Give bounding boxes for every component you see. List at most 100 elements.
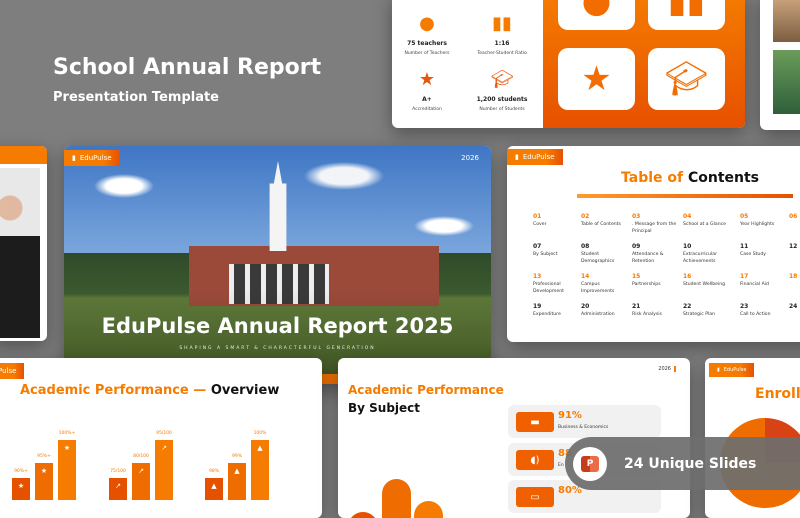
stat-students: 🎓︎ 1,200 students Number of Students [467,69,537,113]
year-label: 2026 [658,366,676,372]
toc-item[interactable]: Extracurricular Achievements [683,252,717,264]
bar-label: 95/100 [156,431,172,436]
toc-item[interactable]: Campus Improvements [581,282,615,294]
toc-item[interactable]: . Message from the Principal [632,222,677,234]
graduation-cap-icon: ▲ [257,444,263,452]
stat-accreditation: ★ A+ Accreditation [392,69,462,113]
toc-item[interactable]: Strategic Plan [683,312,715,317]
chart-bar [205,477,223,500]
toc-item[interactable]: Case Study [740,252,766,257]
chart-bar [228,462,246,500]
toc-item[interactable]: Student Demographics [581,252,615,264]
toc-number: 06 [789,213,798,220]
subject-name: En [558,463,564,468]
monitor-icon: ▭ [516,487,554,507]
toc-number: 18 [789,273,798,280]
person-icon: ● [419,13,435,34]
toc-number: 17 [740,273,749,280]
toc-item[interactable]: Financial Aid [740,282,769,287]
toc-item[interactable]: School at a Glance [683,222,726,227]
toc-number: 12 [789,243,798,250]
chart-bar [132,462,150,500]
subject-row: ▬ 91% Business & Economics [508,405,661,438]
chart-bar [348,512,378,518]
toc-number: 23 [740,303,749,310]
toc-number: 02 [581,213,590,220]
subject-title-accent: Academic Performance [348,383,504,397]
toc-number: 24 [789,303,798,310]
star-icon: ★ [418,69,436,90]
brand-badge: Pulse [0,363,25,379]
bar-chart-tile-icon: ▮▮ [648,0,725,30]
star-icon: ★ [40,466,48,475]
speaker-icon: ◖) [516,450,554,470]
star-tile-icon: ★ [558,48,635,110]
chart-bar [109,477,127,500]
toc-item[interactable]: Partnerships [632,282,661,287]
toc-number: 09 [632,243,641,250]
toc-number: 04 [683,213,692,220]
toc-item[interactable]: Attendance & Retention [632,252,664,264]
subject-score: 88 [558,448,572,459]
toc-number: 21 [632,303,641,310]
bar-label: 100% [253,431,267,436]
chart-bar [35,462,53,500]
overview-slide: Pulse Academic Performance — Overview ★ 9… [0,358,322,518]
bar-chart-icon: ▮▮ [492,13,512,34]
book-icon: ▮ [515,153,519,161]
person-tile-icon: ● [558,0,635,30]
toc-item[interactable]: Administration [581,312,615,317]
brand-badge: ▮ EduPulse [709,363,755,377]
toc-number: 13 [533,273,542,280]
bar-label: 80/100 [133,453,149,459]
bar-label: 75/100 [110,468,126,474]
clock-tower [269,161,287,251]
toc-title: Table of Contents [621,170,760,186]
star-icon: ★ [17,481,25,490]
toc-item[interactable]: Year Highlights [740,222,775,227]
graduation-cap-tile-icon: 🎓︎ [648,48,725,110]
toc-item[interactable]: Call to Action [740,312,771,317]
powerpoint-icon: P [573,446,607,481]
subject-score: 80% [558,485,582,496]
toc-item[interactable]: Cover [533,222,547,227]
toc-number: 10 [683,243,692,250]
slides-count-text: 24 Unique Slides [624,455,757,472]
bar-label: 99% [231,453,242,459]
page-subtitle: Presentation Template [53,90,220,105]
toc-item[interactable]: By Subject [533,252,558,257]
toc-slide: ▮ EduPulse Table of Contents 01 Cover 02 Tab… [507,146,800,342]
stat-ratio: ▮▮ 1:16 Teacher-Student Ratio [467,13,537,57]
enrollment-title: Enrollm [755,386,800,402]
bar-label: 90%+ [14,468,28,474]
bar-label: 95%+ [37,453,51,459]
toc-item[interactable]: Professional Development [533,282,564,294]
star-icon: ★ [63,444,71,452]
toc-item[interactable]: Student Wellbeing [683,282,726,287]
cover-title: EduPulse Annual Report 2025 [101,314,454,338]
toc-item[interactable]: Risk Analysis [632,312,662,317]
toc-item[interactable]: Expenditure [533,312,561,317]
stats-slide: ● 75 teachers Number of Teachers ▮▮ 1:16 Tea… [392,0,745,128]
trend-icon: ↗ [115,481,121,490]
trend-icon: ↗ [161,444,167,452]
chart-bar [251,440,269,500]
chart-bar [58,440,76,500]
toc-number: 15 [632,273,641,280]
subject-name: Business & Economics [558,425,609,430]
toc-item[interactable]: Table of Contents [581,222,621,227]
slides-count-badge: P 24 Unique Slides [565,437,800,490]
toc-number: 16 [683,273,692,280]
bar-label: 98% [208,468,219,474]
chart-bar [382,479,411,518]
orange-panel: ● ▮▮ ★ 🎓︎ [543,0,745,128]
year-label: 2026 [461,154,479,162]
graduation-cap-icon: 🎓︎ [490,69,514,90]
toc-number: 05 [740,213,749,220]
toc-number: 03 [632,213,641,220]
subject-title: By Subject [348,401,421,415]
chart-bar [155,440,173,500]
person-photo [0,168,40,338]
page-title: School Annual Report [53,55,322,80]
divider [577,194,793,198]
